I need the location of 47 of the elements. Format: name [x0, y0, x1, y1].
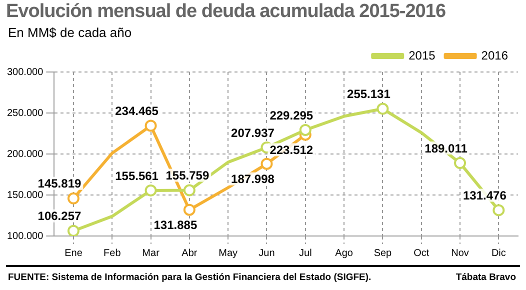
data-label: 207.937 — [231, 126, 275, 140]
x-tick-label: Dic — [491, 248, 506, 259]
data-label: 131.885 — [154, 218, 198, 232]
y-tick-label: 250.000 — [6, 108, 44, 119]
point — [260, 158, 273, 170]
x-tick-label: May — [218, 248, 238, 259]
y-tick-label: 100.000 — [6, 230, 44, 242]
data-label: 223.512 — [270, 143, 314, 158]
point — [183, 204, 196, 216]
data-label: 155.561 — [115, 168, 159, 183]
data-label: 189.011 — [424, 141, 468, 156]
point — [183, 184, 196, 196]
data-label: 131.476 — [462, 188, 507, 202]
x-tick-label: Nov — [451, 248, 469, 259]
y-tick-label: 300.000 — [6, 66, 44, 78]
text: Tábata Bravo — [456, 272, 516, 283]
x-tick-label: Oct — [414, 248, 430, 259]
y-tick-label: 200.000 — [6, 148, 44, 160]
point — [144, 184, 157, 196]
x-tick-label: Ago — [335, 248, 354, 259]
chart-title: Evolución mensual de deuda acumulada 2015-2016 — [6, 1, 446, 23]
point — [492, 204, 505, 216]
y-tick-label: 150.000 — [6, 190, 44, 201]
data-label: 106.257 — [38, 209, 82, 224]
x-tick-label: Feb — [104, 248, 122, 259]
point — [67, 224, 80, 236]
point — [299, 124, 312, 136]
legend-label: 2015 — [408, 48, 436, 62]
point — [67, 192, 80, 204]
x-tick-label: Mar — [142, 248, 160, 259]
x-tick-label: Ene — [64, 248, 83, 259]
point — [454, 157, 466, 170]
point — [144, 120, 157, 132]
x-tick-label: Abr — [182, 248, 198, 259]
data-label: 145.819 — [38, 176, 82, 191]
data-label: 187.998 — [231, 172, 275, 186]
x-tick-label: Sep — [374, 248, 392, 259]
data-label: 155.759 — [166, 168, 210, 183]
data-label: 234.465 — [115, 104, 159, 118]
source-note: FUENTE: Sistema de Información para la Gestión Financiera del Estado (SIGFE). — [8, 272, 372, 283]
x-tick-label: Jul — [299, 248, 312, 259]
point — [376, 102, 389, 115]
data-label: 229.295 — [270, 108, 314, 122]
chart-subtitle: En MM$ de cada año — [8, 25, 132, 40]
legend-label: 2016 — [481, 48, 508, 62]
data-label: 255.131 — [347, 87, 391, 102]
x-tick-label: Jun — [258, 248, 275, 259]
